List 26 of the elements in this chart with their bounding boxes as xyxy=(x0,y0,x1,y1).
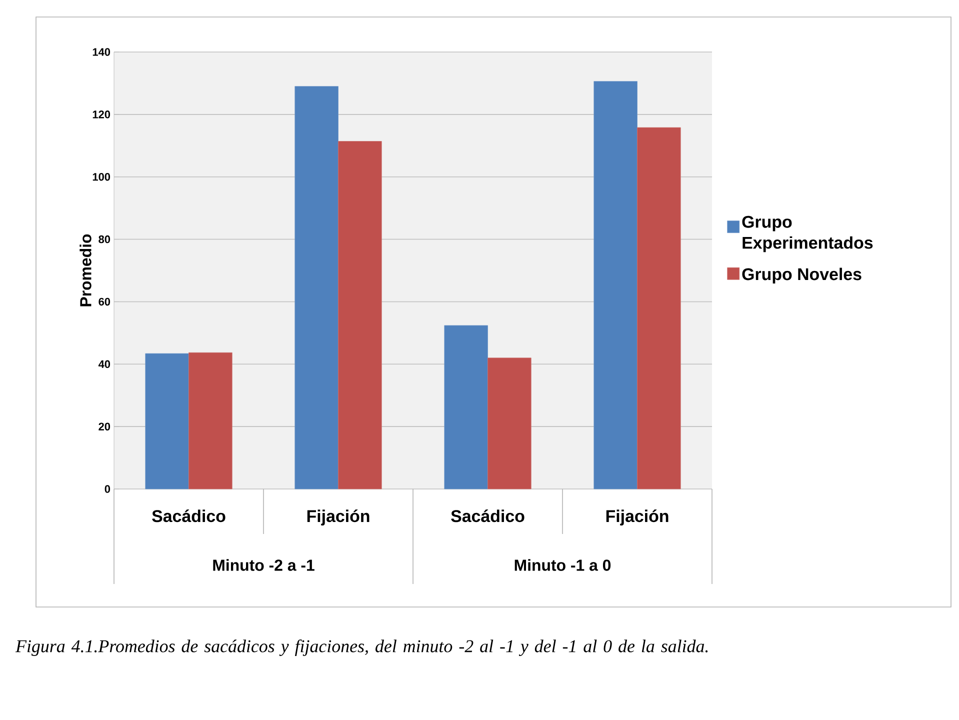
bar xyxy=(294,86,338,490)
bar xyxy=(444,325,488,490)
text: Minuto -2 a -1 xyxy=(213,559,314,571)
y-tick-label: 20 xyxy=(98,422,110,430)
y-tick-label: 40 xyxy=(98,360,110,368)
x-tick-label: Fijación xyxy=(606,510,668,526)
y-axis-title: Promedio xyxy=(80,234,92,306)
y-tick-label: 80 xyxy=(98,235,110,244)
y-tick-label: 100 xyxy=(92,172,110,181)
y-tick-label: 0 xyxy=(104,485,110,493)
x-tick-label: Sacádico xyxy=(451,510,524,522)
legend-label: Grupo Noveles xyxy=(742,268,862,284)
text: Figura 4.1.Promedios de sacádicos y fijaciones, del minuto -2 al -1 y del -1 al 0 de la salida. xyxy=(15,640,708,656)
y-tick-label: 140 xyxy=(92,48,110,56)
bar xyxy=(637,127,681,490)
bar xyxy=(188,352,232,490)
x-tick-label: Sacádico xyxy=(152,510,226,522)
x-tick-label: Fijación xyxy=(307,510,370,526)
bar xyxy=(145,353,189,490)
legend-label: Grupo Experimentados xyxy=(742,216,873,252)
text: Minuto -1 a 0 xyxy=(514,559,611,571)
y-tick-label: 120 xyxy=(92,110,110,118)
bar xyxy=(488,358,532,490)
bar xyxy=(594,81,638,490)
bar xyxy=(338,141,382,490)
y-tick-label: 60 xyxy=(98,298,110,306)
